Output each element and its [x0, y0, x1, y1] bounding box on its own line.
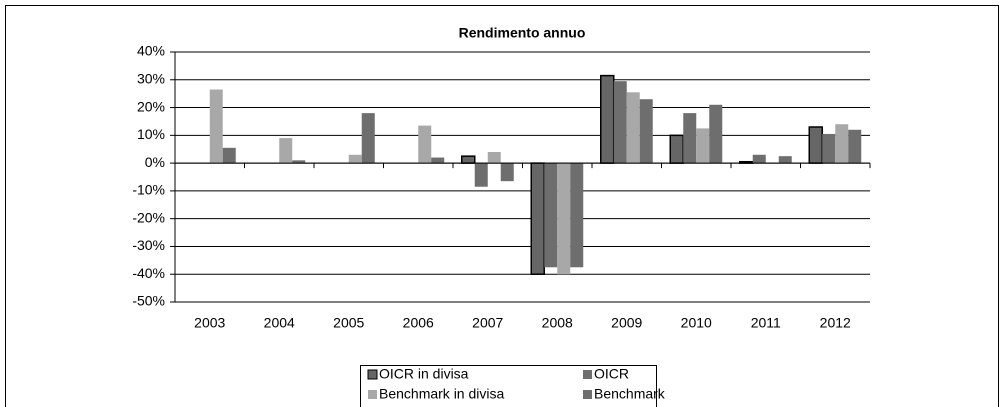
bar: [431, 157, 445, 164]
bar: [683, 113, 697, 164]
bar: [848, 129, 862, 164]
x-tick-label: 2004: [264, 315, 295, 331]
bar: [544, 163, 558, 268]
x-tick-label: 2006: [403, 315, 434, 331]
bar: [500, 163, 514, 182]
legend-swatch: [583, 370, 592, 379]
bar: [778, 156, 792, 164]
chart-border: [5, 5, 999, 407]
bar: [808, 126, 823, 164]
x-tick-label: 2003: [194, 315, 225, 331]
legend-label: Benchmark in divisa: [379, 386, 504, 402]
bar: [361, 113, 375, 164]
bar: [222, 147, 236, 164]
x-tick-label: 2012: [820, 315, 851, 331]
bar: [752, 154, 766, 164]
y-tick-label: 30%: [137, 70, 165, 86]
bar: [461, 155, 476, 164]
legend-swatch: [367, 369, 378, 380]
x-tick-label: 2007: [472, 315, 503, 331]
y-tick-label: 10%: [137, 126, 165, 142]
legend-box: [360, 365, 657, 407]
x-tick-label: 2009: [611, 315, 642, 331]
bar: [639, 99, 653, 164]
bar: [418, 125, 432, 164]
x-tick-label: 2005: [333, 315, 364, 331]
y-tick-label: -40%: [132, 265, 165, 281]
legend-label: OICR: [594, 366, 629, 382]
y-tick-label: -10%: [132, 182, 165, 198]
bar: [696, 128, 710, 164]
bar: [600, 74, 615, 164]
y-tick-label: -50%: [132, 293, 165, 309]
y-tick-label: 40%: [137, 43, 165, 59]
bar: [474, 163, 488, 187]
bar: [570, 163, 584, 268]
y-tick-label: -20%: [132, 209, 165, 225]
bar: [292, 160, 306, 164]
bar: [709, 104, 723, 164]
bar: [822, 133, 836, 164]
legend-label: Benchmark: [594, 386, 666, 402]
x-tick-label: 2011: [751, 315, 781, 331]
bar: [557, 163, 571, 275]
bar: [279, 138, 293, 164]
y-tick-label: -30%: [132, 237, 165, 253]
bar: [835, 124, 849, 164]
bar: [626, 92, 640, 164]
bar: [613, 81, 627, 164]
bar: [669, 134, 684, 164]
y-tick-label: 0%: [145, 154, 165, 170]
bar: [348, 154, 362, 164]
bar: [209, 89, 223, 164]
bar: [487, 152, 501, 164]
chart-title: Rendimento annuo: [459, 25, 586, 41]
x-tick-label: 2008: [542, 315, 573, 331]
legend-swatch: [368, 390, 377, 399]
legend-swatch: [583, 390, 592, 399]
bar: [530, 162, 545, 275]
y-tick-label: 20%: [137, 98, 165, 114]
legend-label: OICR in divisa: [379, 366, 469, 382]
x-tick-label: 2010: [681, 315, 712, 331]
